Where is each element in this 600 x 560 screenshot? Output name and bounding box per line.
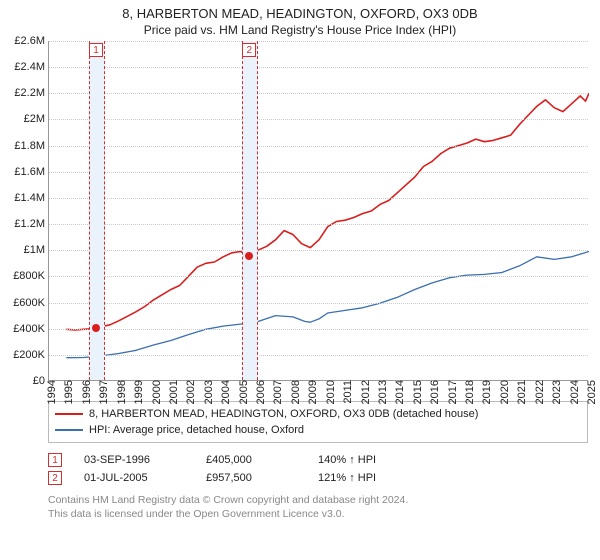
- grid-line: [49, 172, 588, 173]
- x-axis-tick-label: 2023: [545, 380, 563, 404]
- legend-label-hpi: HPI: Average price, detached house, Oxfo…: [89, 422, 304, 438]
- x-axis-tick-label: 2017: [441, 380, 459, 404]
- sale-date-1: 03-SEP-1996: [84, 454, 184, 466]
- y-axis-tick-label: £2.6M: [14, 35, 49, 47]
- grid-line: [49, 146, 588, 147]
- sale-price-1: £405,000: [206, 454, 296, 466]
- grid-line: [49, 41, 588, 42]
- x-axis-tick-label: 2012: [354, 380, 372, 404]
- sale-band-badge: 1: [89, 43, 103, 57]
- y-axis-tick-label: £400K: [13, 323, 49, 335]
- x-axis-tick-label: 1996: [75, 380, 93, 404]
- grid-line: [49, 67, 588, 68]
- x-axis-tick-label: 2011: [336, 380, 354, 404]
- chart-svg: [49, 41, 589, 381]
- x-axis-tick-label: 2022: [528, 380, 546, 404]
- chart-title-line1: 8, HARBERTON MEAD, HEADINGTON, OXFORD, O…: [0, 0, 600, 21]
- footer-line-1: Contains HM Land Registry data © Crown c…: [48, 493, 588, 507]
- sale-date-2: 01-JUL-2005: [84, 472, 184, 484]
- grid-line: [49, 224, 588, 225]
- grid-line: [49, 119, 588, 120]
- series-line-hpi: [66, 252, 589, 358]
- x-axis-tick-label: 2007: [266, 380, 284, 404]
- x-axis-tick-label: 2013: [371, 380, 389, 404]
- chart-plot: £0£200K£400K£600K£800K£1M£1.2M£1.4M£1.6M…: [48, 41, 588, 381]
- sale-marker-dot: [245, 252, 253, 260]
- sale-hpi-2: 121% ↑ HPI: [318, 472, 418, 484]
- grid-line: [49, 303, 588, 304]
- grid-line: [49, 198, 588, 199]
- chart-legend: 8, HARBERTON MEAD, HEADINGTON, OXFORD, O…: [48, 401, 588, 443]
- x-axis-tick-label: 2000: [145, 380, 163, 404]
- y-axis-tick-label: £1.2M: [14, 218, 49, 230]
- chart-title-line2: Price paid vs. HM Land Registry's House …: [0, 21, 600, 41]
- sale-highlight-band: [242, 41, 258, 380]
- sale-row: 2 01-JUL-2005 £957,500 121% ↑ HPI: [48, 469, 588, 487]
- chart-area: £0£200K£400K£600K£800K£1M£1.2M£1.4M£1.6M…: [48, 41, 588, 399]
- x-axis-tick-label: 1995: [57, 380, 75, 404]
- x-axis-tick-label: 2006: [249, 380, 267, 404]
- x-axis-tick-label: 2024: [563, 380, 581, 404]
- grid-line: [49, 250, 588, 251]
- x-axis-tick-label: 1997: [92, 380, 110, 404]
- x-axis-tick-label: 2010: [319, 380, 337, 404]
- y-axis-tick-label: £2.4M: [14, 61, 49, 73]
- sale-row: 1 03-SEP-1996 £405,000 140% ↑ HPI: [48, 451, 588, 469]
- legend-row-price: 8, HARBERTON MEAD, HEADINGTON, OXFORD, O…: [55, 406, 581, 422]
- legend-swatch-price: [55, 413, 83, 415]
- grid-line: [49, 93, 588, 94]
- grid-line: [49, 355, 588, 356]
- y-axis-tick-label: £1M: [24, 244, 49, 256]
- x-axis-tick-label: 1998: [110, 380, 128, 404]
- x-axis-tick-label: 2008: [284, 380, 302, 404]
- x-axis-tick-label: 1994: [40, 380, 58, 404]
- series-line-price: [66, 93, 589, 330]
- x-axis-tick-label: 2025: [580, 380, 598, 404]
- y-axis-tick-label: £2M: [24, 113, 49, 125]
- grid-line: [49, 276, 588, 277]
- y-axis-tick-label: £1.4M: [14, 192, 49, 204]
- sale-hpi-1: 140% ↑ HPI: [318, 454, 418, 466]
- sale-price-2: £957,500: [206, 472, 296, 484]
- x-axis-tick-label: 2001: [162, 380, 180, 404]
- legend-swatch-hpi: [55, 429, 83, 431]
- x-axis-tick-label: 2016: [423, 380, 441, 404]
- x-axis-tick-label: 2005: [232, 380, 250, 404]
- x-axis-tick-label: 2003: [197, 380, 215, 404]
- legend-label-price: 8, HARBERTON MEAD, HEADINGTON, OXFORD, O…: [89, 406, 478, 422]
- x-axis-tick-label: 2009: [301, 380, 319, 404]
- x-axis-tick-label: 2020: [493, 380, 511, 404]
- x-axis-tick-label: 2021: [510, 380, 528, 404]
- y-axis-tick-label: £1.8M: [14, 140, 49, 152]
- sale-marker-dot: [92, 324, 100, 332]
- x-axis-tick-label: 2015: [406, 380, 424, 404]
- footer-attribution: Contains HM Land Registry data © Crown c…: [48, 493, 588, 521]
- sale-rows: 1 03-SEP-1996 £405,000 140% ↑ HPI 2 01-J…: [48, 451, 588, 487]
- y-axis-tick-label: £200K: [13, 349, 49, 361]
- footer-line-2: This data is licensed under the Open Gov…: [48, 507, 588, 521]
- sale-band-badge: 2: [242, 43, 256, 57]
- x-axis-tick-label: 2002: [179, 380, 197, 404]
- sale-badge-1: 1: [48, 453, 62, 467]
- x-axis-tick-label: 2018: [458, 380, 476, 404]
- grid-line: [49, 329, 588, 330]
- y-axis-tick-label: £1.6M: [14, 166, 49, 178]
- legend-row-hpi: HPI: Average price, detached house, Oxfo…: [55, 422, 581, 438]
- y-axis-tick-label: £800K: [13, 270, 49, 282]
- sale-badge-2: 2: [48, 471, 62, 485]
- y-axis-tick-label: £2.2M: [14, 87, 49, 99]
- x-axis-tick-label: 2014: [388, 380, 406, 404]
- x-axis-tick-label: 2004: [214, 380, 232, 404]
- x-axis-tick-label: 2019: [475, 380, 493, 404]
- x-axis-tick-label: 1999: [127, 380, 145, 404]
- y-axis-tick-label: £600K: [13, 297, 49, 309]
